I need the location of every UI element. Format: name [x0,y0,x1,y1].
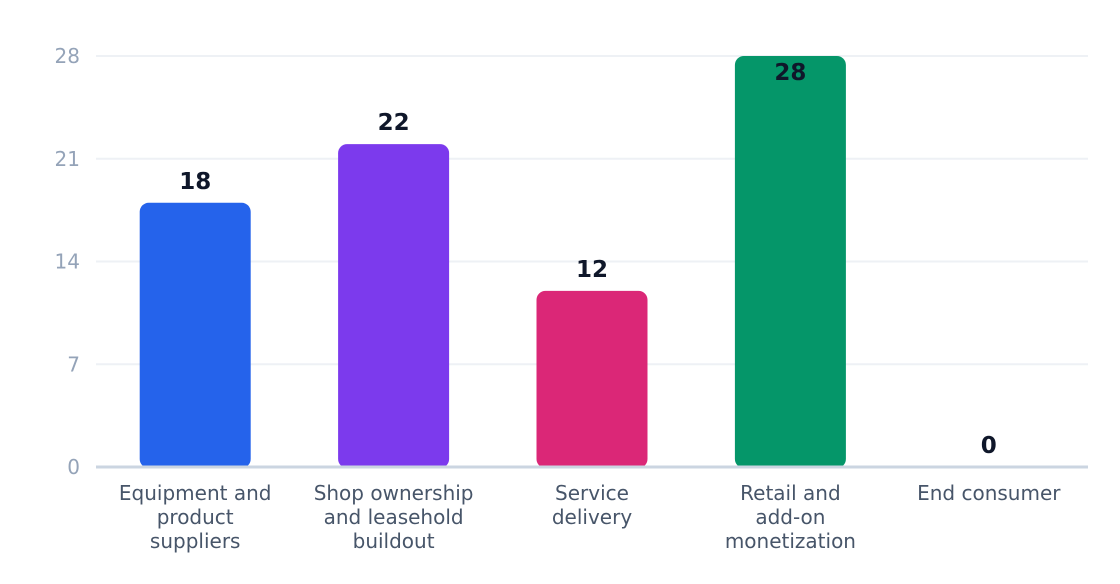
category-label: Shop ownership and leasehold buildout [314,481,474,553]
bar [338,144,450,469]
y-tick-label: 28 [55,44,80,68]
category-labels: Equipment and product suppliers Shop owners… [119,481,1061,553]
category-label-line: add-on [755,505,825,529]
y-tick-label: 7 [67,352,80,376]
bar-value-label: 22 [378,110,410,136]
y-tick-label: 0 [67,455,80,479]
bar [536,290,648,468]
category-label-line: Equipment and [119,481,272,505]
y-axis-ticks: 0 7 14 21 28 [55,44,80,479]
bar [734,56,846,468]
bar-value-label: 28 [774,60,806,86]
category-label: Retail and add-on monetization [725,481,856,553]
bar-value-label: 12 [576,257,608,283]
category-label-line: and leasehold [324,505,464,529]
category-label-line: Shop ownership [314,481,474,505]
category-label-line: Service [555,481,629,505]
bar [139,202,251,469]
category-label-line: delivery [552,505,632,529]
category-label-line: Retail and [740,481,841,505]
category-label-line: product [157,505,234,529]
bar-value-label: 0 [981,433,997,459]
category-label: Equipment and product suppliers [119,481,272,553]
category-label-line: buildout [353,529,435,553]
bar-value-label: 18 [179,169,211,195]
bars [139,56,846,469]
y-tick-label: 14 [55,250,80,274]
category-label: Service delivery [552,481,632,529]
category-label-line: suppliers [150,529,241,553]
y-tick-label: 21 [55,147,80,171]
category-label-line: End consumer [917,481,1061,505]
category-label: End consumer [917,481,1061,505]
value-labels: 18 22 12 28 0 [179,60,997,459]
category-label-line: monetization [725,529,856,553]
